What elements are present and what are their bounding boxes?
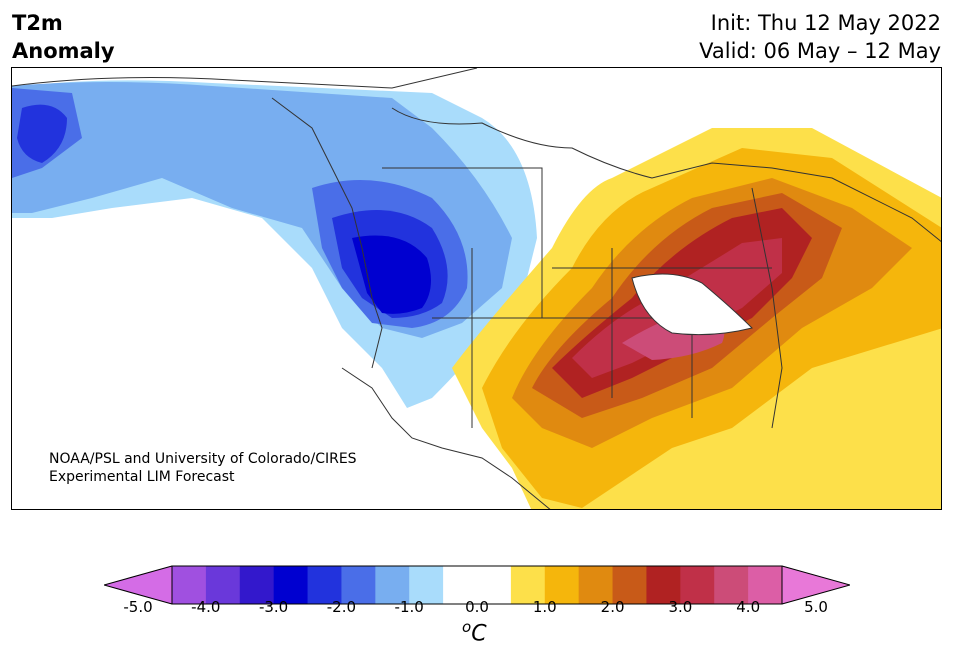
colorbar-tick-label: 3.0 <box>668 598 693 616</box>
colorbar <box>104 565 850 605</box>
colorbar-tick-label: -2.0 <box>326 598 357 616</box>
colorbar-cell <box>239 566 275 604</box>
credit-line1: NOAA/PSL and University of Colorado/CIRE… <box>49 451 357 467</box>
colorbar-cell <box>443 566 478 604</box>
colorbar-cell <box>578 566 614 604</box>
colorbar-tick-label: 2.0 <box>600 598 625 616</box>
colorbar-cell <box>205 566 241 604</box>
colorbar-cell <box>307 566 342 604</box>
colorbar-cell <box>680 566 715 604</box>
date-header: Init: Thu 12 May 2022 Valid: 06 May – 12… <box>699 9 941 65</box>
colorbar-cell <box>646 566 681 604</box>
colorbar-cell <box>375 566 410 604</box>
colorbar-cell <box>273 566 309 604</box>
colorbar-outline <box>171 565 783 605</box>
colorbar-max-arrow <box>781 565 850 605</box>
colorbar-cell <box>714 566 749 604</box>
colorbar-cell <box>544 566 580 604</box>
colorbar-tick-label: -3.0 <box>258 598 289 616</box>
colorbar-tick-label: -5.0 <box>123 598 153 616</box>
colorbar-tick-label: -1.0 <box>394 598 424 616</box>
title-line1: T2m <box>12 11 63 35</box>
unit-degree: o <box>462 618 472 636</box>
colorbar-cell <box>510 566 546 604</box>
colorbar-tick-label: 5.0 <box>804 598 828 616</box>
colorbar-min-arrow <box>104 565 173 605</box>
title-line2: Anomaly <box>12 39 115 63</box>
colorbar-cells <box>172 566 783 604</box>
colorbar-cell <box>341 566 376 604</box>
colorbar-cell <box>477 566 512 604</box>
colorbar-cell <box>612 566 647 604</box>
colorbar-unit: oC <box>462 618 487 646</box>
colorbar-cell <box>409 566 444 604</box>
colorbar-cell <box>748 566 783 604</box>
valid-range: Valid: 06 May – 12 May <box>699 39 941 63</box>
unit-letter: C <box>471 621 487 647</box>
init-date: Init: Thu 12 May 2022 <box>710 11 941 35</box>
anomaly-map[interactable] <box>11 67 942 510</box>
credit-line2: Experimental LIM Forecast <box>49 469 235 485</box>
credit-text: NOAA/PSL and University of Colorado/CIRE… <box>49 450 357 486</box>
cold-anomaly-contours <box>12 80 537 408</box>
map-title: T2m Anomaly <box>12 9 115 65</box>
borders <box>12 68 941 509</box>
colorbar-tick-label: 1.0 <box>532 598 557 616</box>
colorbar-ticks: -5.0 -4.0 -3.0 -2.0 -1.0 0.0 1.0 2.0 3.0 4.0 5.0 <box>0 598 953 618</box>
colorbar-tick-label: 4.0 <box>736 598 761 616</box>
colorbar-cell <box>172 566 207 604</box>
map-canvas <box>12 68 941 509</box>
colorbar-tick-label: 0.0 <box>465 598 489 616</box>
colorbar-tick-label: -4.0 <box>191 598 221 616</box>
